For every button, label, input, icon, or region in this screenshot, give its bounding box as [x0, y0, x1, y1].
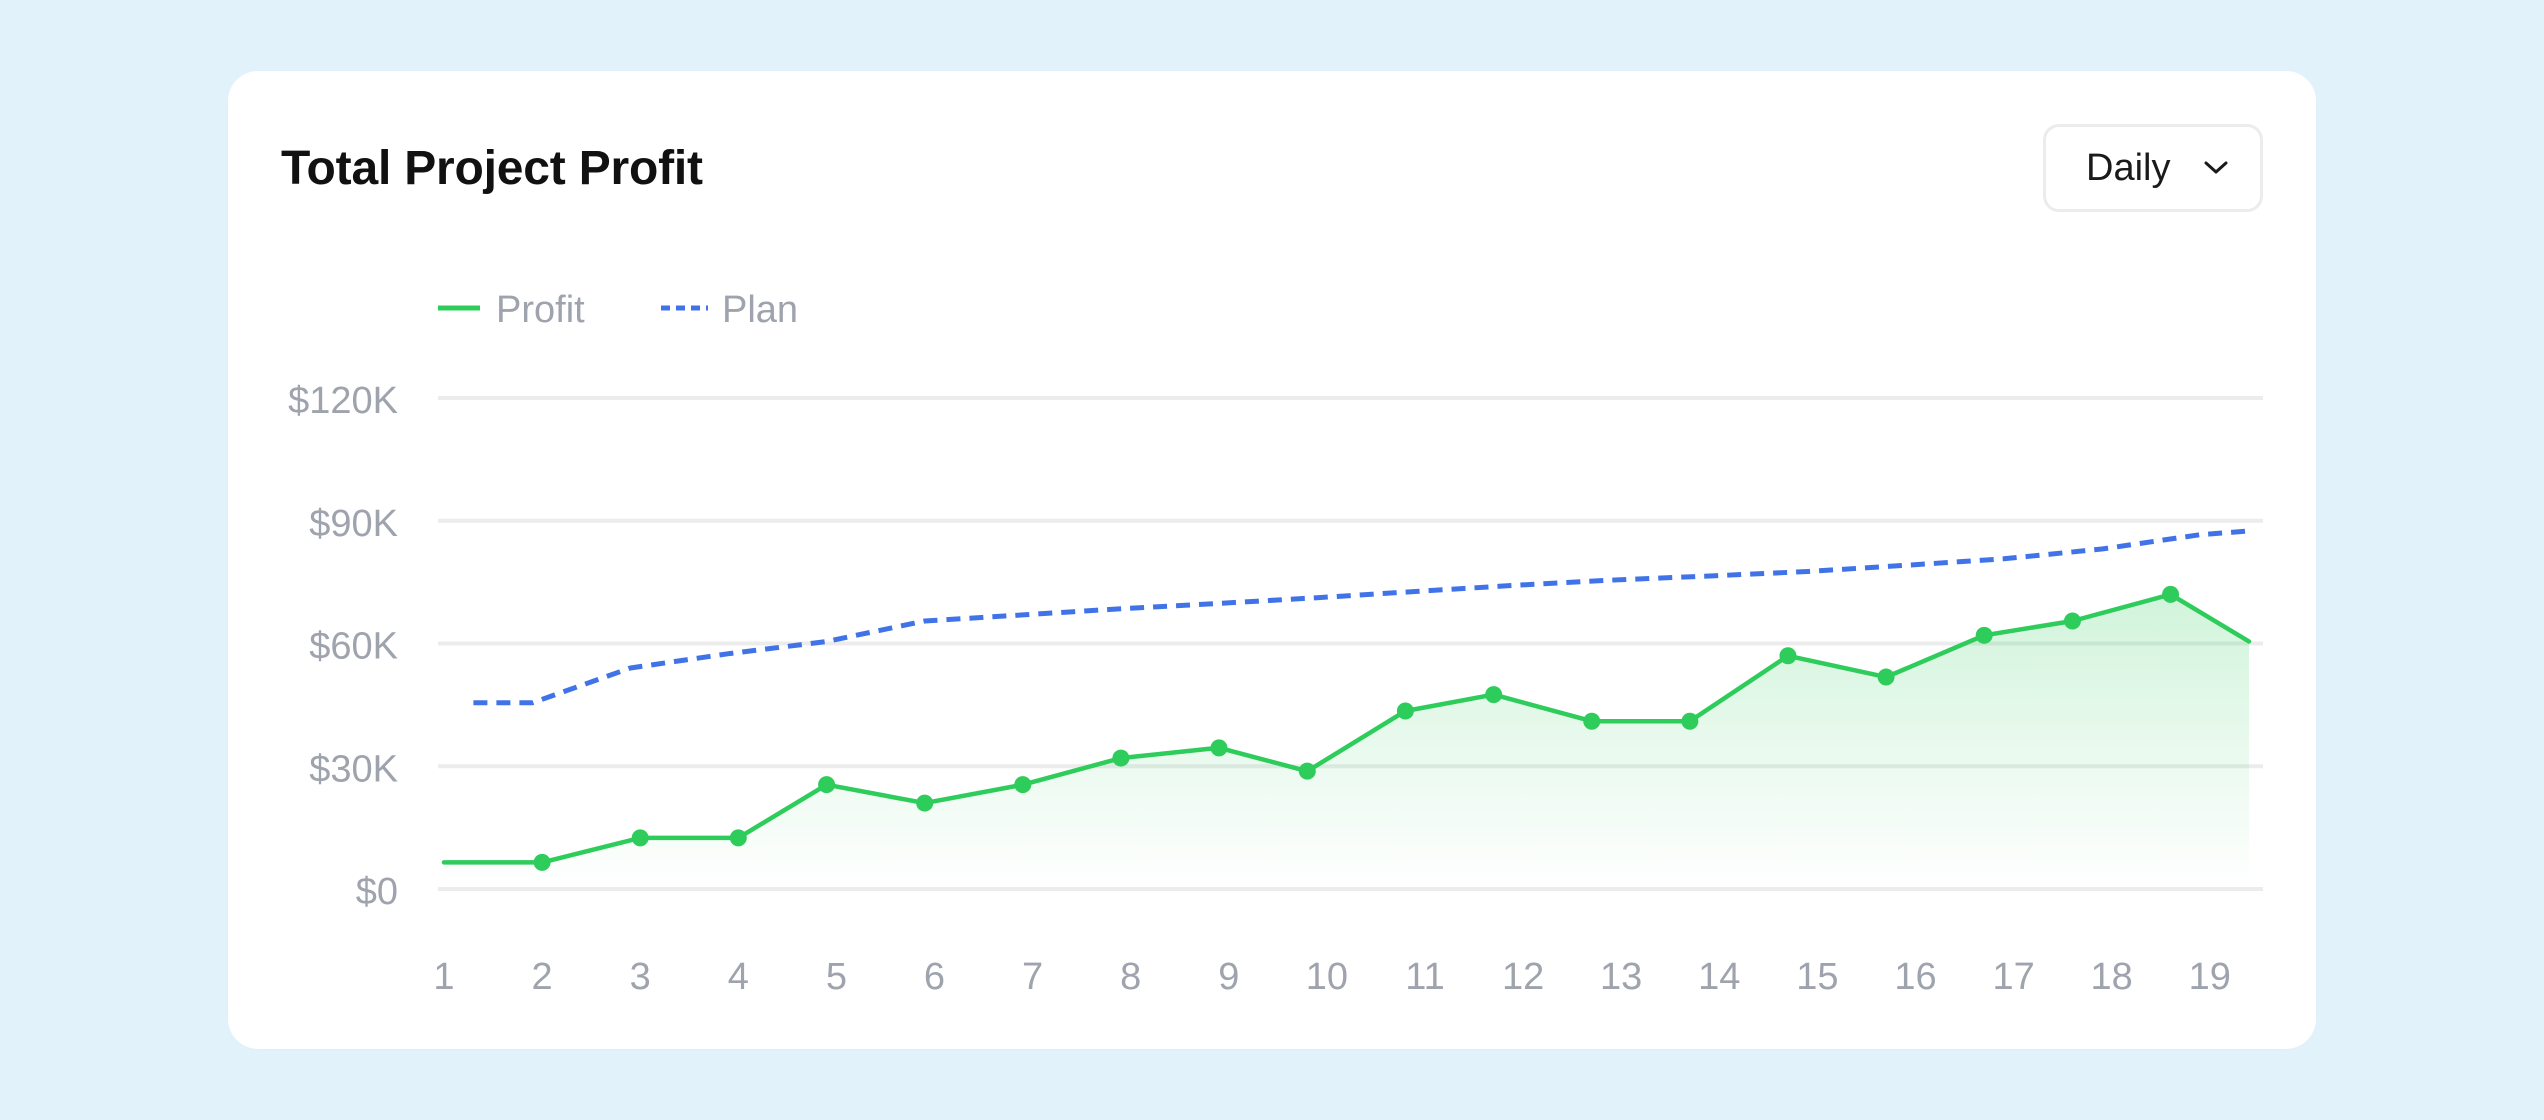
- profit-point: [1975, 626, 1993, 644]
- x-tick-label: 12: [1502, 956, 1544, 998]
- x-tick-label: 13: [1600, 956, 1642, 998]
- x-tick-label: 11: [1405, 956, 1444, 998]
- x-tick-label: 14: [1698, 956, 1740, 998]
- profit-point: [1014, 776, 1032, 794]
- profit-point: [1779, 647, 1797, 665]
- y-tick-label: $90K: [309, 503, 398, 545]
- profit-point: [1112, 749, 1130, 767]
- profit-point: [729, 829, 747, 847]
- profit-point: [631, 829, 649, 847]
- profit-point: [533, 853, 551, 871]
- x-tick-label: 5: [826, 956, 847, 998]
- x-tick-label: 9: [1218, 956, 1239, 998]
- x-tick-label: 6: [924, 956, 945, 998]
- x-tick-label: 17: [1992, 956, 2034, 998]
- profit-point: [2063, 612, 2081, 630]
- x-tick-label: 3: [630, 956, 651, 998]
- legend-label-profit: Profit: [496, 289, 585, 331]
- x-tick-label: 19: [2189, 956, 2231, 998]
- profit-point: [1681, 712, 1699, 730]
- profit-point: [1485, 686, 1503, 704]
- profit-point: [1298, 762, 1316, 780]
- y-tick-label: $0: [356, 871, 398, 913]
- profit-point: [2162, 585, 2180, 603]
- profit-point: [1396, 702, 1414, 720]
- period-dropdown-value: Daily: [2086, 146, 2171, 189]
- x-tick-label: 8: [1120, 956, 1141, 998]
- plan-line: [473, 528, 2250, 706]
- legend-label-plan: Plan: [722, 289, 798, 331]
- profit-point: [1583, 712, 1601, 730]
- y-tick-label: $60K: [309, 626, 398, 668]
- profit-line: [441, 592, 2252, 865]
- profit-area: [444, 594, 2249, 889]
- profit-point: [916, 794, 934, 812]
- y-tick-label: $30K: [309, 748, 398, 790]
- x-tick-label: 7: [1022, 956, 1043, 998]
- x-tick-label: 4: [728, 956, 749, 998]
- profit-point: [818, 776, 836, 794]
- card-title: Total Project Profit: [281, 142, 703, 195]
- x-tick-label: 15: [1796, 956, 1838, 998]
- profit-card: Total Project Profit Daily $0 $30K $60K $90…: [228, 71, 2316, 1049]
- x-tick-label: 16: [1894, 956, 1936, 998]
- chevron-down-icon: [2204, 161, 2228, 174]
- x-tick-label: 1: [433, 956, 454, 998]
- y-tick-label: $120K: [288, 380, 398, 422]
- profit-point: [1877, 668, 1895, 686]
- profit-point: [1210, 739, 1228, 757]
- plot-area: [441, 528, 2252, 889]
- period-dropdown[interactable]: Daily: [2043, 124, 2263, 212]
- x-tick-label: 18: [2091, 956, 2133, 998]
- x-tick-label: 10: [1306, 956, 1348, 998]
- x-tick-label: 2: [532, 956, 553, 998]
